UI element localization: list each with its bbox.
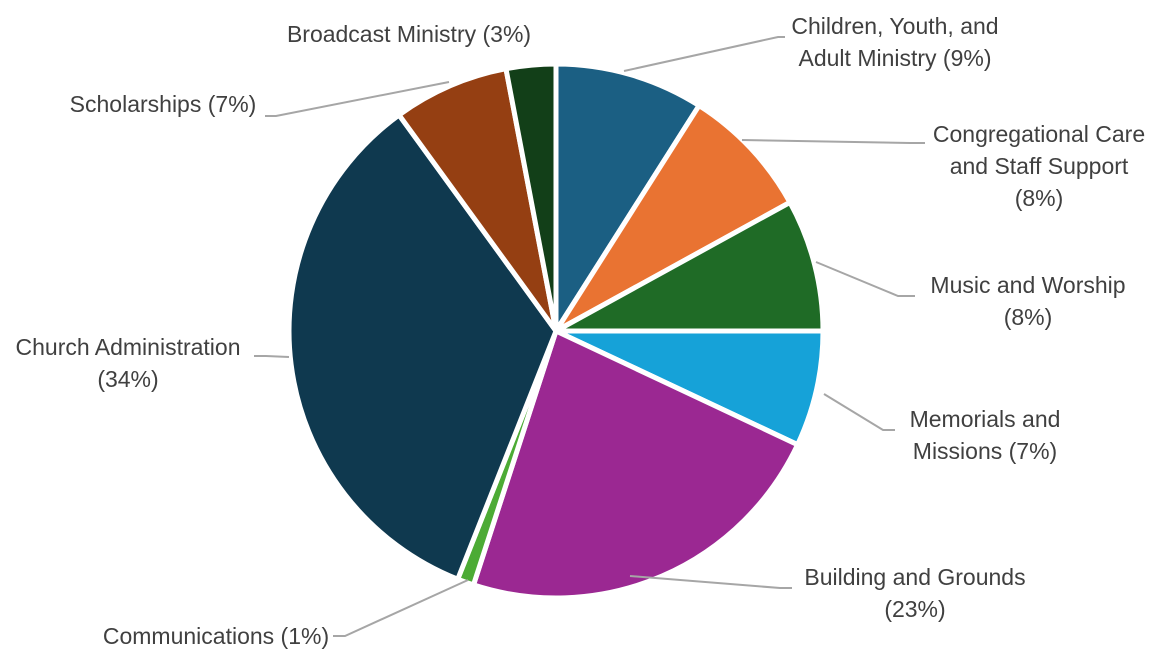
slice-label-6: Church Administration (34%) (16, 334, 241, 392)
leader-line-3 (823, 393, 895, 431)
slice-label-1: Congregational Care and Staff Support (8%) (933, 121, 1145, 211)
pie-slice-2 (553, 199, 826, 334)
leader-line-0 (623, 36, 785, 72)
labels-layer: Children, Youth, and Adult Ministry (9%) C… (16, 13, 1146, 649)
leader-line-1 (741, 139, 925, 144)
leader-line-4 (629, 575, 792, 589)
pie-slice-0 (553, 61, 702, 334)
leader-line-5 (333, 579, 469, 637)
pie-slice-1 (553, 103, 793, 334)
pie-slice-8 (503, 61, 559, 334)
leader-lines-layer (254, 36, 925, 637)
slice-label-0: Children, Youth, and Adult Ministry (9%) (791, 13, 998, 71)
slice-label-8: Broadcast Ministry (3%) (287, 21, 531, 47)
slices-layer (286, 61, 826, 601)
leader-line-7 (265, 81, 450, 117)
slice-label-7: Scholarships (7%) (70, 91, 257, 117)
pie-slice-6 (286, 112, 559, 582)
leader-line-2 (815, 261, 915, 297)
slice-label-5: Communications (1%) (103, 623, 329, 649)
pie-slice-4 (470, 328, 801, 601)
slice-label-2: Music and Worship (8%) (930, 272, 1125, 330)
leader-line-6 (254, 355, 290, 358)
slice-label-4: Building and Grounds (23%) (804, 564, 1025, 622)
slice-label-3: Memorials and Missions (7%) (910, 406, 1061, 464)
